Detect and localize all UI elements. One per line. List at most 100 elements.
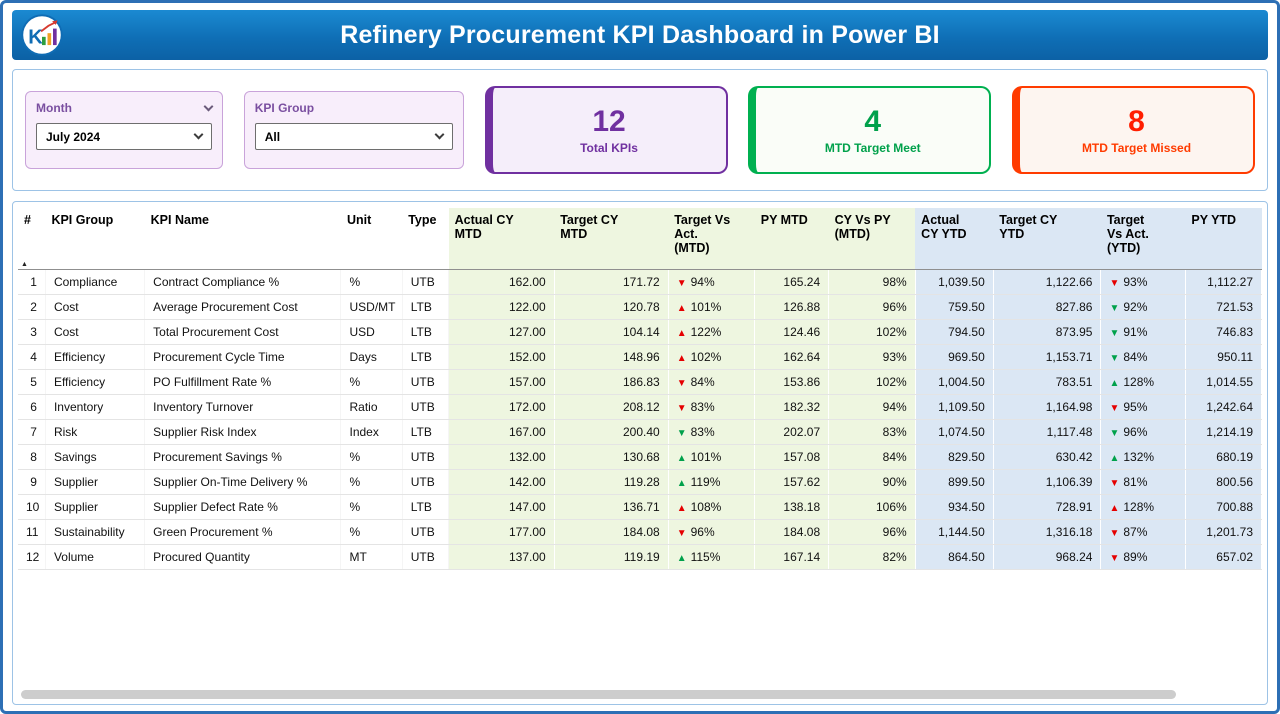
up-arrow-icon: ▲: [676, 553, 687, 564]
cell-num: 12: [18, 544, 46, 570]
cell-num: 9: [18, 469, 46, 495]
cell-target_ytd: 873.95: [993, 319, 1102, 345]
cell-type: UTB: [402, 444, 450, 470]
table-row: 10 Supplier Supplier Defect Rate %% LTB 147.…: [18, 494, 1263, 520]
column-header-target_ytd[interactable]: Target CY YTD: [993, 208, 1101, 270]
page-title: Refinery Procurement KPI Dashboard in Po…: [340, 20, 940, 49]
cell-type: UTB: [402, 469, 450, 495]
column-header-actual_mtd[interactable]: Actual CY MTD: [448, 208, 555, 270]
column-header-group[interactable]: KPI Group: [45, 208, 145, 270]
down-arrow-icon: ▼: [1109, 478, 1120, 489]
cell-tva_mtd: ▼ 84%: [668, 369, 756, 395]
cell-cypy_mtd: 82%: [828, 544, 916, 570]
cell-type: LTB: [402, 419, 450, 445]
chevron-down-icon: [193, 129, 204, 140]
column-header-py_ytd[interactable]: PY YTD: [1185, 208, 1262, 270]
down-arrow-icon: ▼: [1109, 303, 1120, 314]
cell-tva_ytd: ▼ 87%: [1100, 519, 1186, 545]
cell-tva_mtd: ▲ 102%: [668, 344, 756, 370]
mtd-target-meet-card: 4 MTD Target Meet: [748, 86, 992, 174]
cell-py_mtd: 184.08: [754, 519, 830, 545]
cell-py_mtd: 162.64: [754, 344, 830, 370]
column-header-tva_ytd[interactable]: Target Vs Act. (YTD): [1100, 208, 1186, 270]
cell-target_mtd: 148.96: [554, 344, 669, 370]
column-header-unit[interactable]: Unit: [340, 208, 403, 270]
cell-unit: %: [340, 494, 403, 520]
down-arrow-icon: ▼: [1109, 428, 1120, 439]
cell-num: 2: [18, 294, 46, 320]
cell-tva_mtd: ▲ 119%: [668, 469, 756, 495]
column-header-target_mtd[interactable]: Target CY MTD: [554, 208, 669, 270]
cell-tva_mtd: ▲ 122%: [668, 319, 756, 345]
kpi-group-dropdown-value: All: [264, 129, 281, 144]
cell-tva_mtd: ▲ 101%: [668, 444, 756, 470]
cell-num: 3: [18, 319, 46, 345]
cell-tva_ytd: ▼ 95%: [1100, 394, 1186, 420]
cell-name: Supplier On-Time Delivery %: [144, 469, 342, 495]
scrollbar-thumb[interactable]: [21, 690, 1177, 699]
cell-target_ytd: 1,153.71: [993, 344, 1102, 370]
cell-tva_ytd: ▼ 84%: [1100, 344, 1186, 370]
cell-py_ytd: 800.56: [1185, 469, 1263, 495]
cell-py_ytd: 1,242.64: [1185, 394, 1263, 420]
cell-group: Savings: [45, 444, 146, 470]
down-arrow-icon: ▼: [676, 378, 687, 389]
table-row: 11 Sustainability Green Procurement %% UTB 1…: [18, 519, 1263, 545]
column-header-py_mtd[interactable]: PY MTD: [754, 208, 829, 270]
mtd-target-meet-label: MTD Target Meet: [824, 141, 921, 155]
table-row: 2 Cost Average Procurement Cost USD/MT LTB 12…: [18, 294, 1263, 320]
cell-num: 6: [18, 394, 46, 420]
cell-actual_mtd: 157.00: [448, 369, 555, 395]
cell-py_mtd: 182.32: [754, 394, 830, 420]
title-bar: K Refinery Procurement KPI Dashboard in …: [12, 10, 1268, 60]
kpi-table: # ▲ KPI Group KPI Name Unit Type Actual CY MTD…: [18, 208, 1263, 570]
cell-num: 10: [18, 494, 46, 520]
column-header-cypy_mtd[interactable]: CY Vs PY (MTD): [828, 208, 916, 270]
cell-group: Compliance: [45, 269, 146, 295]
month-dropdown[interactable]: July 2024: [36, 123, 212, 150]
down-arrow-icon: ▼: [1109, 328, 1120, 339]
column-header-tva_mtd[interactable]: Target Vs Act. (MTD): [668, 208, 755, 270]
kpi-group-dropdown[interactable]: All: [254, 123, 453, 150]
cell-py_ytd: 1,014.55: [1185, 369, 1263, 395]
cell-type: UTB: [402, 269, 450, 295]
cell-group: Cost: [45, 294, 146, 320]
cell-target_mtd: 104.14: [554, 319, 669, 345]
cell-group: Sustainability: [45, 519, 146, 545]
column-header-name[interactable]: KPI Name: [144, 208, 341, 270]
down-arrow-icon: ▼: [676, 428, 687, 439]
up-arrow-icon: ▲: [676, 478, 687, 489]
table-row: 7 Risk Supplier Risk Index Index LTB 167.00 20…: [18, 419, 1263, 445]
cell-target_mtd: 119.19: [554, 544, 669, 570]
cell-actual_ytd: 759.50: [915, 294, 994, 320]
cell-target_ytd: 1,316.18: [993, 519, 1102, 545]
table-row: 1 Compliance Contract Compliance %% UTB 162.…: [18, 269, 1263, 295]
cell-num: 1: [18, 269, 46, 295]
cell-name: Contract Compliance %: [144, 269, 342, 295]
column-header-type[interactable]: Type: [402, 208, 449, 270]
cell-py_mtd: 157.62: [754, 469, 830, 495]
cell-name: Supplier Risk Index: [144, 419, 342, 445]
cell-actual_ytd: 1,004.50: [915, 369, 994, 395]
column-header-actual_ytd[interactable]: Actual CY YTD: [915, 208, 994, 270]
cell-name: Procured Quantity: [144, 544, 342, 570]
up-arrow-icon: ▲: [676, 453, 687, 464]
cell-group: Risk: [45, 419, 146, 445]
cell-target_mtd: 119.28: [554, 469, 669, 495]
column-header-num[interactable]: # ▲: [18, 208, 46, 270]
cell-name: Procurement Savings %: [144, 444, 342, 470]
cell-tva_mtd: ▼ 83%: [668, 394, 756, 420]
cell-group: Efficiency: [45, 369, 146, 395]
kpi-table-header-row: # ▲ KPI Group KPI Name Unit Type Actual CY MTD…: [18, 208, 1262, 270]
table-row: 9 Supplier Supplier On-Time Delivery %% UTB…: [18, 469, 1263, 495]
down-arrow-icon: ▼: [676, 403, 687, 414]
cell-group: Supplier: [45, 494, 146, 520]
cell-actual_mtd: 162.00: [448, 269, 555, 295]
cell-actual_mtd: 172.00: [448, 394, 555, 420]
chevron-down-icon[interactable]: [203, 101, 214, 111]
down-arrow-icon: ▼: [1109, 403, 1120, 414]
cell-tva_mtd: ▼ 83%: [668, 419, 756, 445]
cell-tva_mtd: ▲ 108%: [668, 494, 756, 520]
cell-py_mtd: 202.07: [754, 419, 830, 445]
cell-unit: %: [340, 519, 403, 545]
